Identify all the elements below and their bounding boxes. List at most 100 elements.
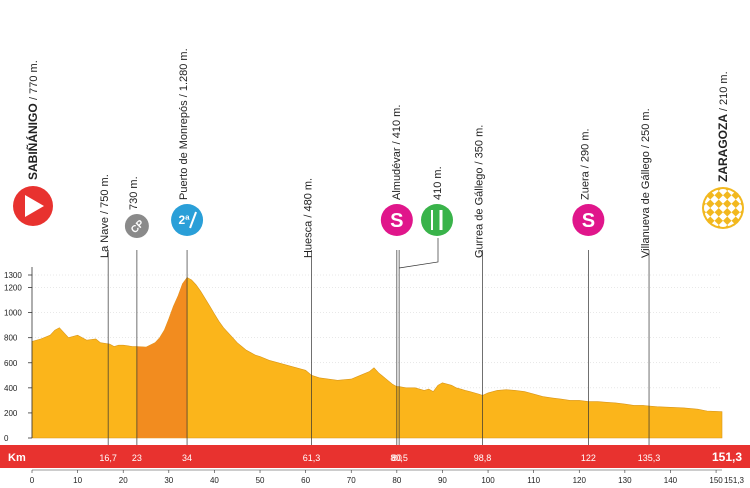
checker-square — [693, 212, 701, 220]
waypoint-name: Puerto de Monrepós / 1.280 m. — [178, 48, 190, 200]
feed-zone-badge — [421, 204, 453, 236]
profile-area — [31, 277, 723, 439]
y-tick-label: 1200 — [4, 284, 22, 293]
waypoint-town: Almudévar — [391, 144, 403, 200]
sprint-badge — [572, 204, 605, 236]
checker-square — [744, 195, 750, 203]
waypoint-name: Zuera / 290 m. — [579, 128, 591, 200]
x-tick-label: 30 — [164, 476, 173, 485]
y-tick-label: 600 — [4, 359, 18, 368]
start-arrow-icon — [25, 195, 44, 217]
waypoint-name: 410 m. — [432, 166, 444, 200]
waypoint-lines — [107, 250, 650, 445]
checker-square — [685, 204, 693, 212]
waypoint-town: Puerto de Monrepós — [178, 97, 190, 200]
waypoint-town: Zuera — [579, 168, 591, 200]
checker-square — [719, 238, 727, 246]
checker-square — [704, 203, 711, 213]
checker-square — [693, 204, 701, 212]
waypoint-altitude: / 1.280 m. — [178, 48, 190, 97]
y-tick-label: 0 — [4, 434, 9, 443]
y-tick-label: 800 — [4, 334, 18, 343]
y-tick-label: 200 — [4, 409, 18, 418]
checker-square — [735, 195, 742, 204]
x-tick-label: 150 — [709, 476, 723, 485]
waypoint-town: Huesca — [303, 218, 315, 258]
climb-category-text: 2ª — [178, 213, 190, 227]
km-label: 151,3 — [712, 450, 742, 464]
x-tick-label: 10 — [73, 476, 82, 485]
checker-square — [710, 229, 718, 237]
waypoint-altitude: 410 m. — [432, 166, 444, 200]
checkpoint-badge — [124, 214, 149, 238]
climb-arrow-icon — [189, 211, 197, 229]
waypoint-name: Huesca / 480 m. — [303, 178, 315, 258]
y-tick-label: 1000 — [4, 309, 22, 318]
km-label: 16,7 — [99, 453, 117, 463]
km-label: 34 — [182, 453, 192, 463]
x-tick-label: 90 — [438, 476, 447, 485]
waypoint-town: SABIÑÁNIGO — [25, 100, 40, 180]
x-tick-label: 110 — [527, 476, 540, 485]
waypoint-town: La Nave — [99, 214, 111, 258]
x-axis: 0 10 20 30 40 50 60 70 80 90 100 110 120 130 140 150 151… — [30, 469, 745, 485]
km-label: 135,3 — [638, 453, 661, 463]
feed-zone-leader — [399, 238, 439, 269]
x-tick-label: 80 — [392, 476, 401, 485]
waypoint-altitude: 730 m. — [128, 176, 140, 210]
km-label: 80,5 — [390, 453, 408, 463]
waypoint-town: Villanueva de Gállego — [640, 148, 652, 258]
climb-highlight — [136, 277, 188, 438]
x-tick-label: 130 — [618, 476, 632, 485]
elevation-profile — [31, 277, 723, 439]
waypoint-altitude: / 770 m. — [28, 60, 40, 100]
x-tick-label: 20 — [119, 476, 128, 485]
waypoint-altitude: / 210 m. — [718, 71, 730, 111]
y-axis-ticks: 0 200 400 600 800 1000 1200 1300 — [4, 267, 33, 443]
waypoint-altitude: / 290 m. — [579, 128, 591, 168]
sprint-badge — [380, 204, 413, 236]
checker-square — [704, 212, 711, 221]
waypoint-name: Almudévar / 410 m. — [391, 105, 403, 200]
km-label: 98,8 — [474, 453, 492, 463]
checker-square — [744, 212, 750, 220]
checker-square — [727, 189, 736, 196]
sprint-badge-text: S — [582, 210, 595, 232]
km-label: 23 — [132, 453, 142, 463]
checker-square — [693, 195, 701, 203]
x-tick-label: 50 — [256, 476, 265, 485]
sprint-badge-text: S — [390, 210, 403, 232]
waypoint-altitude: / 410 m. — [391, 105, 403, 145]
waypoint-town: Gurrea de Gállego — [474, 164, 486, 258]
x-tick-label: 60 — [301, 476, 310, 485]
waypoint-town: ZARAGOZA — [716, 111, 730, 182]
waypoint-altitude: / 750 m. — [99, 174, 111, 214]
waypoint-name: La Nave / 750 m. — [99, 174, 111, 258]
km-bar-label: Km — [8, 452, 26, 464]
x-tick-label: 140 — [664, 476, 678, 485]
waypoint-badges: CP 2ª S S — [13, 186, 750, 269]
km-label: 61,3 — [303, 453, 321, 463]
checker-square — [735, 212, 742, 221]
km-bar-background — [0, 445, 750, 468]
y-tick-label: 1300 — [4, 271, 22, 280]
waypoint-name: ZARAGOZA / 210 m. — [716, 71, 730, 182]
checker-square — [744, 204, 750, 212]
waypoint-altitude: / 480 m. — [303, 178, 315, 218]
waypoint-altitude: / 350 m. — [474, 125, 486, 165]
waypoint-altitude: / 250 m. — [640, 108, 652, 148]
waypoint-name: SABIÑÁNIGO / 770 m. — [25, 60, 40, 180]
waypoint-names: SABIÑÁNIGO / 770 m. La Nave / 750 m. 730 m… — [25, 48, 730, 258]
km-label: 122 — [581, 453, 596, 463]
checker-square — [719, 229, 727, 237]
checker-square — [710, 220, 719, 227]
x-tick-label: 120 — [573, 476, 587, 485]
x-tick-label: 151,3 — [724, 476, 745, 485]
x-tick-label: 0 — [30, 476, 35, 485]
y-tick-label: 400 — [4, 384, 18, 393]
km-label: 80 — [392, 453, 402, 463]
waypoint-name: 730 m. — [128, 176, 140, 210]
x-tick-label: 70 — [347, 476, 356, 485]
